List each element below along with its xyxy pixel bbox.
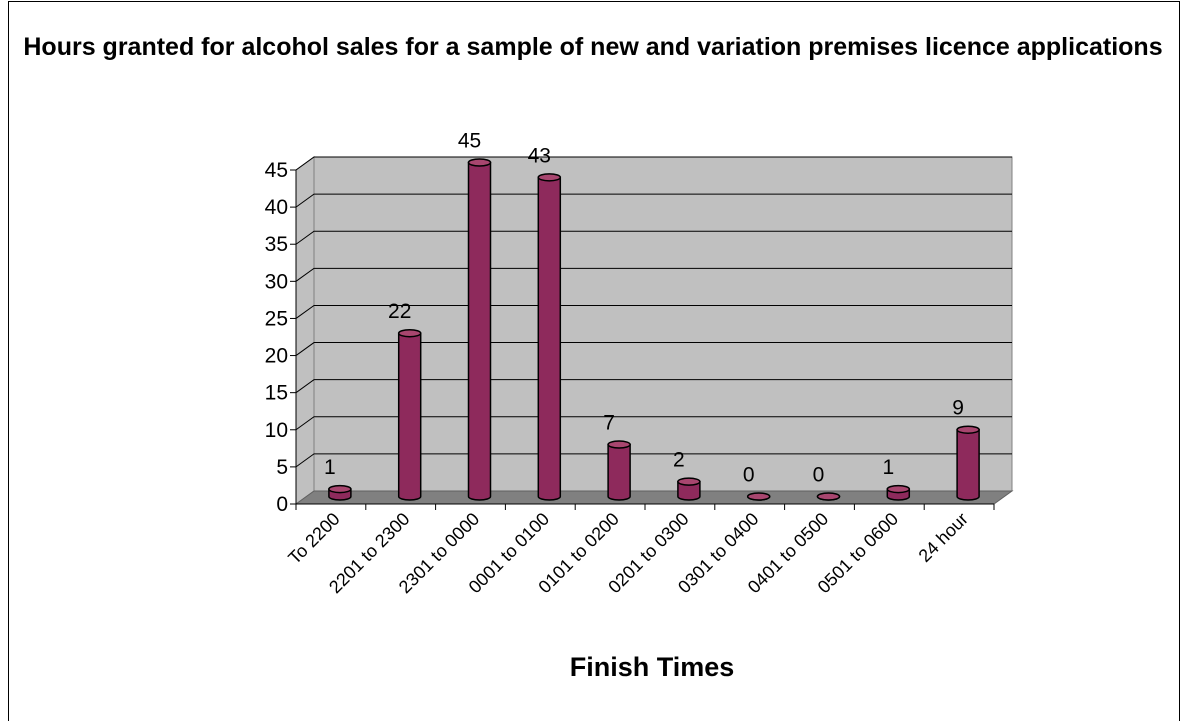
bar-body: [677, 480, 701, 501]
gridline: [295, 379, 1012, 394]
bar-top: [886, 484, 911, 494]
bar: [607, 440, 631, 501]
gridline: [295, 230, 1012, 245]
bar: [956, 425, 980, 501]
data-label: 7: [603, 412, 615, 435]
bar-top: [328, 484, 352, 494]
bar-top: [956, 425, 980, 434]
bar: [746, 492, 771, 501]
data-label: 0: [813, 464, 825, 487]
y-tick-label: 45: [265, 159, 288, 182]
bar-body: [397, 332, 422, 501]
bar: [886, 484, 911, 501]
gridline: [295, 416, 1012, 431]
gridline: [295, 193, 1012, 208]
bar-top: [467, 158, 492, 167]
y-tick-label: 35: [265, 233, 288, 256]
gridline: [295, 267, 1012, 282]
y-tick-label: 15: [265, 382, 288, 405]
side-wall: [295, 156, 315, 505]
bar: [397, 328, 422, 501]
gridline: [295, 342, 1012, 356]
x-tick-label: 24 hour: [915, 509, 972, 566]
bar-top: [746, 492, 771, 501]
gridline: [295, 304, 1012, 319]
chart-title: Hours granted for alcohol sales for a sa…: [23, 33, 1163, 61]
bar: [677, 477, 701, 501]
y-tick-label: 5: [276, 456, 288, 479]
x-tick-label: To 2200: [284, 509, 343, 568]
y-tick-label: 10: [265, 419, 288, 442]
bar-top: [677, 477, 701, 486]
data-label: 1: [882, 456, 894, 479]
data-label: 1: [324, 456, 336, 479]
bar-body: [537, 176, 562, 501]
bar: [467, 158, 492, 501]
y-tick-label: 25: [265, 307, 288, 330]
bar-top: [397, 328, 422, 338]
y-tick-label: 30: [265, 270, 288, 293]
data-label: 0: [743, 464, 755, 487]
bar: [328, 484, 352, 501]
bar-body: [956, 428, 980, 501]
bar-top: [537, 173, 562, 182]
bar-body: [467, 161, 492, 501]
data-label: 45: [458, 130, 481, 153]
y-tick-label: 20: [265, 345, 288, 368]
bar: [537, 173, 562, 501]
x-axis-title: Finish Times: [570, 652, 735, 682]
data-label: 2: [673, 449, 685, 472]
y-tick-label: 0: [276, 493, 288, 516]
bar-top: [816, 492, 841, 501]
bar-top: [607, 440, 631, 449]
y-tick-label: 40: [265, 196, 288, 219]
data-label: 43: [528, 144, 551, 167]
gridline: [295, 156, 1012, 171]
data-label: 9: [952, 397, 964, 420]
bar: [816, 492, 841, 501]
bar-body: [607, 443, 631, 501]
gridline: [295, 453, 1012, 468]
data-label: 22: [388, 300, 411, 323]
